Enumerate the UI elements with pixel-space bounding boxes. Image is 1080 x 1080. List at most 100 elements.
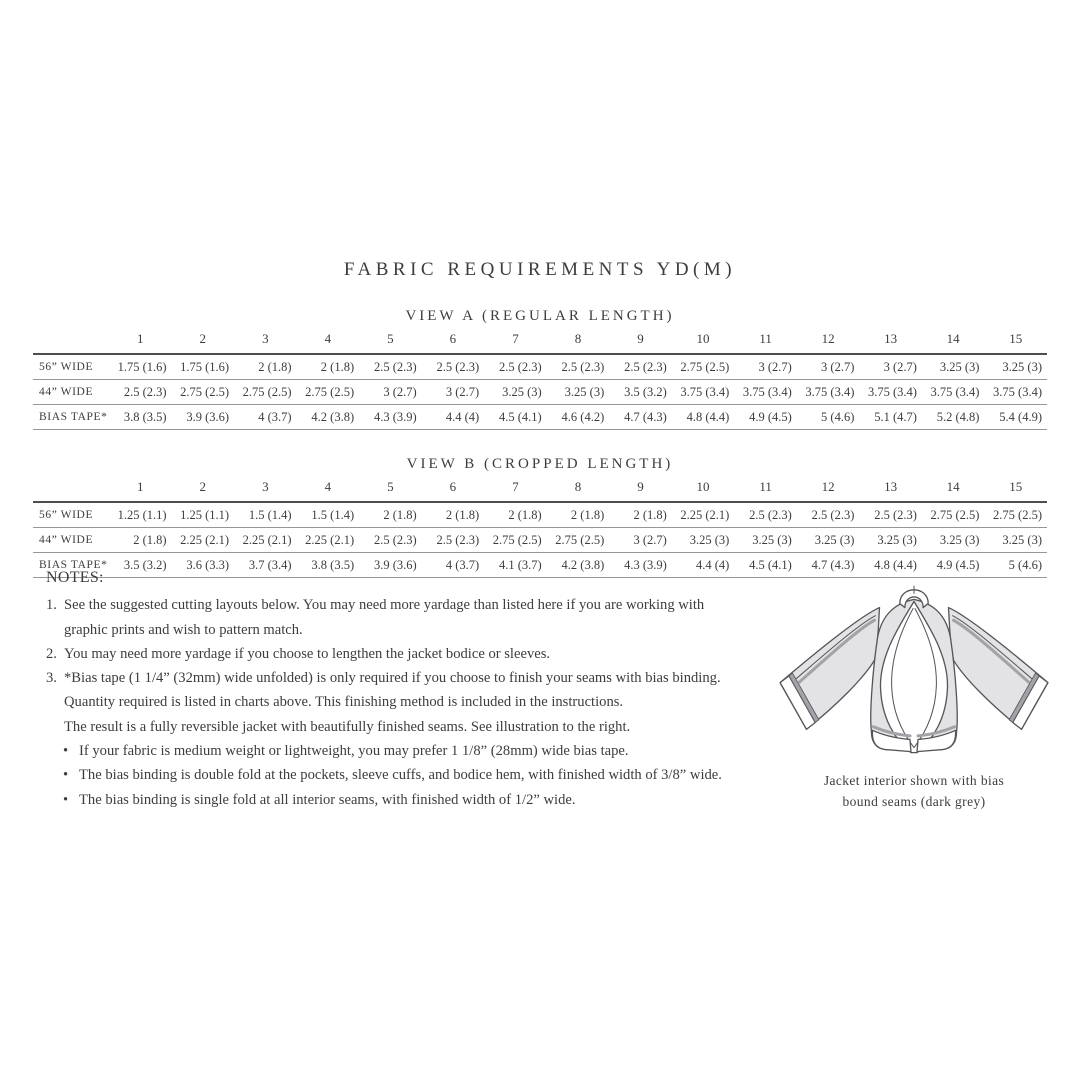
yardage-cell: 4.5 (4.1): [749, 557, 792, 572]
yardage-cell: 3.8 (3.5): [311, 557, 355, 572]
yardage-cell: 2 (1.8): [383, 507, 417, 522]
yardage-cell: 3 (2.7): [633, 532, 667, 547]
illustration-caption-line1: Jacket interior shown with bias: [823, 773, 1005, 788]
size-header-row: 1 2 3 4 5 6 7 8 9 10 11 12 13 14 15: [33, 329, 1047, 354]
yardage-cell: 2.5 (2.3): [373, 532, 417, 547]
yardage-cell: 3.75 (3.4): [993, 384, 1042, 399]
row-label: 56” WIDE: [39, 509, 94, 521]
yardage-cell: 2.75 (2.5): [492, 532, 542, 547]
size-column-header: 11: [759, 479, 772, 494]
yardage-cell: 3.8 (3.5): [123, 409, 167, 424]
yardage-cell: 2 (1.8): [633, 507, 667, 522]
yardage-row: 44” WIDE 2.5 (2.3) 2.75 (2.5) 2.75 (2.5) 2.7…: [33, 380, 1047, 405]
size-column-header: 2: [199, 479, 207, 494]
yardage-cell: 5.4 (4.9): [999, 409, 1042, 424]
yardage-cell: 3.25 (3): [877, 532, 917, 547]
row-label: 56” WIDE: [39, 361, 94, 373]
size-column-header: 6: [449, 331, 457, 346]
note-text: *Bias tape (1 1/4” (32mm) wide unfolded)…: [64, 670, 721, 735]
size-column-header: 10: [696, 479, 710, 494]
yardage-cell: 3.25 (3): [564, 384, 605, 399]
yardage-row: BIAS TAPE* 3.5 (3.2) 3.6 (3.3) 3.7 (3.4) 3.8…: [33, 553, 1047, 578]
yardage-cell: 4.9 (4.5): [936, 557, 980, 572]
yardage-cell: 3.7 (3.4): [248, 557, 292, 572]
yardage-cell: 4.3 (3.9): [373, 409, 417, 424]
yardage-cell: 4.3 (3.9): [624, 557, 667, 572]
bullet-text: The bias binding is single fold at all i…: [79, 791, 576, 808]
yardage-row: 44” WIDE 2 (1.8) 2.25 (2.1) 2.25 (2.1) 2.25 …: [33, 528, 1047, 553]
yardage-cell: 2.25 (2.1): [180, 532, 230, 547]
yardage-cell: 5 (4.6): [821, 409, 855, 424]
yardage-cell: 3.75 (3.4): [930, 384, 980, 399]
yardage-cell: 3.75 (3.4): [867, 384, 917, 399]
note-number: 2.: [46, 645, 57, 662]
yardage-cell: 5.1 (4.7): [874, 409, 917, 424]
size-column-header: 5: [387, 479, 394, 494]
yardage-cell: 5.2 (4.8): [936, 409, 980, 424]
yardage-cell: 2.5 (2.3): [123, 384, 167, 399]
yardage-cell: 3.75 (3.4): [680, 384, 730, 399]
yardage-cell: 1.25 (1.1): [180, 507, 230, 522]
yardage-cell: 2 (1.8): [133, 532, 167, 547]
yardage-row: 56” WIDE 1.75 (1.6) 1.75 (1.6) 2 (1.8) 2 (1.…: [33, 354, 1047, 380]
yardage-cell: 4.4 (4): [695, 557, 730, 572]
size-column-header: 13: [884, 331, 898, 346]
note-item: 3. *Bias tape (1 1/4” (32mm) wide unfolde…: [46, 666, 806, 739]
yardage-cell: 1.75 (1.6): [117, 359, 167, 374]
yardage-cell: 3 (2.7): [445, 384, 480, 399]
notes-numbered-list: 1. See the suggested cutting layouts belo…: [46, 593, 806, 739]
yardage-cell: 3.25 (3): [939, 359, 980, 374]
yardage-cell: 2.5 (2.3): [874, 507, 917, 522]
yardage-cell: 2.5 (2.3): [624, 359, 667, 374]
yardage-cell: 3.75 (3.4): [805, 384, 855, 399]
yardage-cell: 4 (3.7): [258, 409, 292, 424]
bullet-icon: •: [63, 791, 69, 808]
page-title: FABRIC REQUIREMENTS YD(M): [343, 259, 737, 280]
yardage-cell: 2 (1.8): [508, 507, 542, 522]
yardage-cell: 2.5 (2.3): [749, 507, 792, 522]
yardage-cell: 3.25 (3): [502, 384, 542, 399]
yardage-cell: 2 (1.8): [320, 359, 355, 374]
size-header-corner: [33, 477, 109, 502]
illustration-caption: Jacket interior shown with bias bound se…: [770, 770, 1058, 812]
yardage-cell: 4.1 (3.7): [499, 557, 542, 572]
yardage-cell: 2.75 (2.5): [305, 384, 355, 399]
yardage-cell: 4.2 (3.8): [311, 409, 355, 424]
yardage-cell: 4.4 (4): [445, 409, 480, 424]
yardage-cell: 2.25 (2.1): [305, 532, 355, 547]
yardage-cell: 3.25 (3): [1002, 359, 1042, 374]
yardage-cell: 2.75 (2.5): [930, 507, 980, 522]
view-a-yardage-table: 1 2 3 4 5 6 7 8 9 10 11 12 13 14 15 56” WIDE 1.75 (1.6)…: [33, 329, 1047, 430]
yardage-cell: 3 (2.7): [758, 359, 792, 374]
size-column-header: 4: [324, 479, 332, 494]
yardage-cell: 5 (4.6): [1008, 557, 1042, 572]
yardage-cell: 3.25 (3): [1002, 532, 1042, 547]
size-column-header: 7: [512, 331, 519, 346]
yardage-cell: 4.8 (4.4): [686, 409, 730, 424]
notes-heading: NOTES:: [46, 569, 104, 586]
yardage-cell: 3.6 (3.3): [186, 557, 230, 572]
jacket-illustration-figure: Jacket interior shown with bias bound se…: [770, 581, 1058, 812]
notes-section: NOTES: 1. See the suggested cutting layou…: [46, 566, 806, 812]
yardage-cell: 1.5 (1.4): [248, 507, 292, 522]
yardage-cell: 2 (1.8): [570, 507, 605, 522]
note-text: See the suggested cutting layouts below.…: [64, 597, 705, 638]
size-column-header: 3: [262, 479, 269, 494]
yardage-cell: 2.5 (2.3): [499, 359, 542, 374]
size-column-header: 14: [946, 331, 960, 346]
yardage-cell: 3 (2.7): [383, 384, 417, 399]
note-item: 2. You may need more yardage if you choos…: [46, 642, 806, 666]
size-column-header: 8: [574, 331, 582, 346]
size-column-header: 9: [637, 331, 644, 346]
note-text: You may need more yardage if you choose …: [64, 645, 551, 662]
yardage-cell: 4.8 (4.4): [874, 557, 917, 572]
size-column-header: 14: [946, 479, 960, 494]
size-column-header: 12: [821, 479, 835, 494]
yardage-cell: 3.9 (3.6): [186, 409, 230, 424]
yardage-cell: 3.5 (3.2): [123, 557, 167, 572]
yardage-cell: 2.5 (2.3): [436, 532, 480, 547]
bullet-item: • If your fabric is medium weight or ligh…: [46, 739, 806, 763]
view-b-section: VIEW B (CROPPED LENGTH) 1 2 3 4 5 6 7 8 9 10 11 12 1…: [0, 456, 1080, 578]
yardage-cell: 4.6 (4.2): [561, 409, 605, 424]
